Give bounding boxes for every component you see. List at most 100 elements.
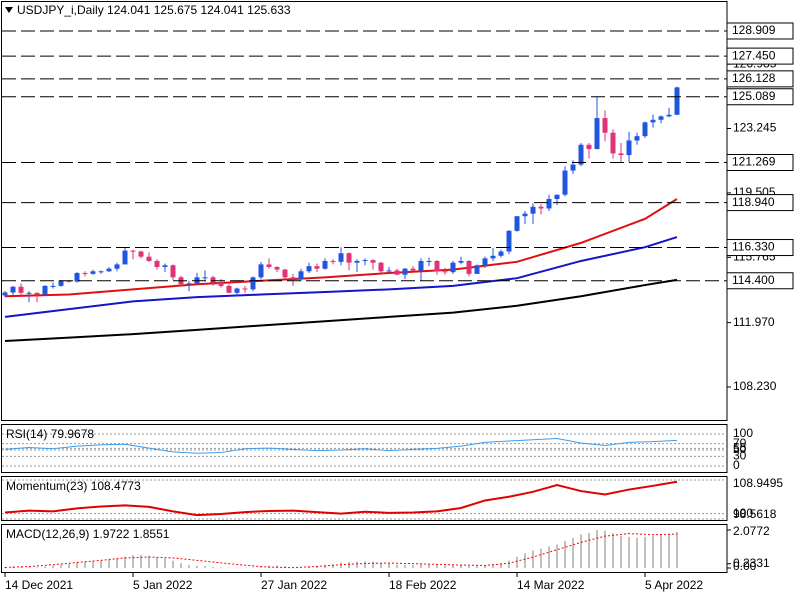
candle-body [218, 282, 224, 286]
macd-bar [508, 560, 510, 568]
macd-bar [548, 546, 550, 568]
macd-bar [108, 559, 110, 568]
candle-body [418, 260, 424, 271]
macd-panel-frame [1, 524, 728, 573]
level-label: 121.269 [732, 155, 776, 169]
macd-bar [164, 558, 166, 568]
candle-body [394, 270, 400, 275]
macd-bar [356, 561, 358, 568]
candle-body [634, 136, 640, 141]
macd-bar [124, 556, 126, 568]
candle-body [626, 140, 632, 156]
candle-body [266, 264, 272, 267]
macd-bar [444, 565, 446, 568]
macd-bar [196, 565, 198, 568]
candle-body [58, 280, 64, 286]
candle-body [346, 253, 352, 263]
candle-body [410, 268, 416, 271]
macd-bar [620, 535, 622, 568]
level-label-box [726, 272, 794, 290]
macd-bar [220, 567, 222, 568]
level-label: 118.940 [732, 195, 775, 209]
y-tick-label: 123.245 [733, 121, 777, 135]
candle-body [146, 256, 152, 261]
macd-bar [644, 536, 646, 568]
candle-body [474, 265, 480, 274]
macd-bar [348, 562, 350, 568]
moving-average [4, 236, 678, 318]
candle-body [314, 266, 320, 269]
candle-body [258, 264, 264, 278]
macd-bar [420, 564, 422, 568]
candle-body [442, 271, 448, 273]
candle-body [354, 260, 360, 263]
candle-body [226, 285, 232, 293]
candle-body [466, 260, 472, 274]
candle-body [242, 288, 248, 290]
indicator-line [4, 480, 678, 517]
candle-body [362, 260, 368, 262]
macd-bar [676, 531, 678, 568]
candle-body [306, 266, 312, 272]
candle-body [98, 271, 104, 273]
macd-bar [372, 561, 374, 568]
candle-body [674, 87, 680, 115]
candle-body [162, 265, 168, 267]
momentum-panel-frame [1, 476, 728, 521]
candle-body [274, 266, 280, 270]
y-tick-label: 2.0772 [733, 524, 770, 538]
y-tick-label: 108.230 [733, 379, 777, 393]
candle-body [106, 268, 112, 272]
x-tick-label: 18 Feb 2022 [389, 578, 457, 592]
candle-body [50, 285, 56, 287]
candle-body [210, 277, 216, 283]
macd-bar [76, 562, 78, 568]
macd-bar [596, 530, 598, 568]
candle-body [26, 292, 32, 294]
level-label: 126.128 [732, 71, 776, 85]
y-tick-label: 50 [733, 442, 747, 456]
candle-body [234, 288, 240, 293]
signal-line [4, 533, 678, 569]
level-label-box [726, 88, 794, 106]
candle-body [338, 253, 344, 262]
macd-bar [148, 555, 150, 568]
macd-bar [388, 563, 390, 568]
candle-body [610, 132, 616, 154]
y-tick-label: 0.00 [733, 559, 757, 573]
candle-body [602, 118, 608, 133]
candle-body [586, 144, 592, 150]
candle-body [386, 270, 392, 272]
macd-bar [580, 534, 582, 568]
moving-average [4, 198, 678, 298]
level-label: 116.330 [732, 240, 775, 254]
y-tick-label: 108.9495 [733, 476, 783, 490]
candle-body [658, 116, 664, 120]
y-tick-label: 0 [733, 458, 740, 472]
menu-triangle[interactable] [5, 7, 13, 13]
macd-bar [484, 565, 486, 568]
candle-body [250, 277, 256, 290]
macd-bar [428, 563, 430, 568]
candle-body [482, 258, 488, 266]
candle-body [10, 286, 16, 293]
macd-bar [36, 567, 38, 568]
candle-body [378, 262, 384, 272]
candle-body [514, 216, 520, 231]
candle-body [530, 206, 536, 214]
macd-bar [588, 532, 590, 568]
macd-bar [28, 567, 30, 568]
level-label: 114.400 [732, 273, 775, 287]
candle-body [370, 260, 376, 263]
macd-bar [20, 566, 22, 568]
macd-bar [468, 566, 470, 568]
macd-bar [436, 565, 438, 568]
candle-body [426, 260, 432, 262]
x-tick-label: 14 Dec 2021 [5, 578, 73, 592]
macd-bar [604, 530, 606, 568]
macd-bar [212, 567, 214, 568]
candle-body [130, 250, 136, 252]
macd-bar [492, 564, 494, 568]
candle-body [42, 285, 48, 295]
